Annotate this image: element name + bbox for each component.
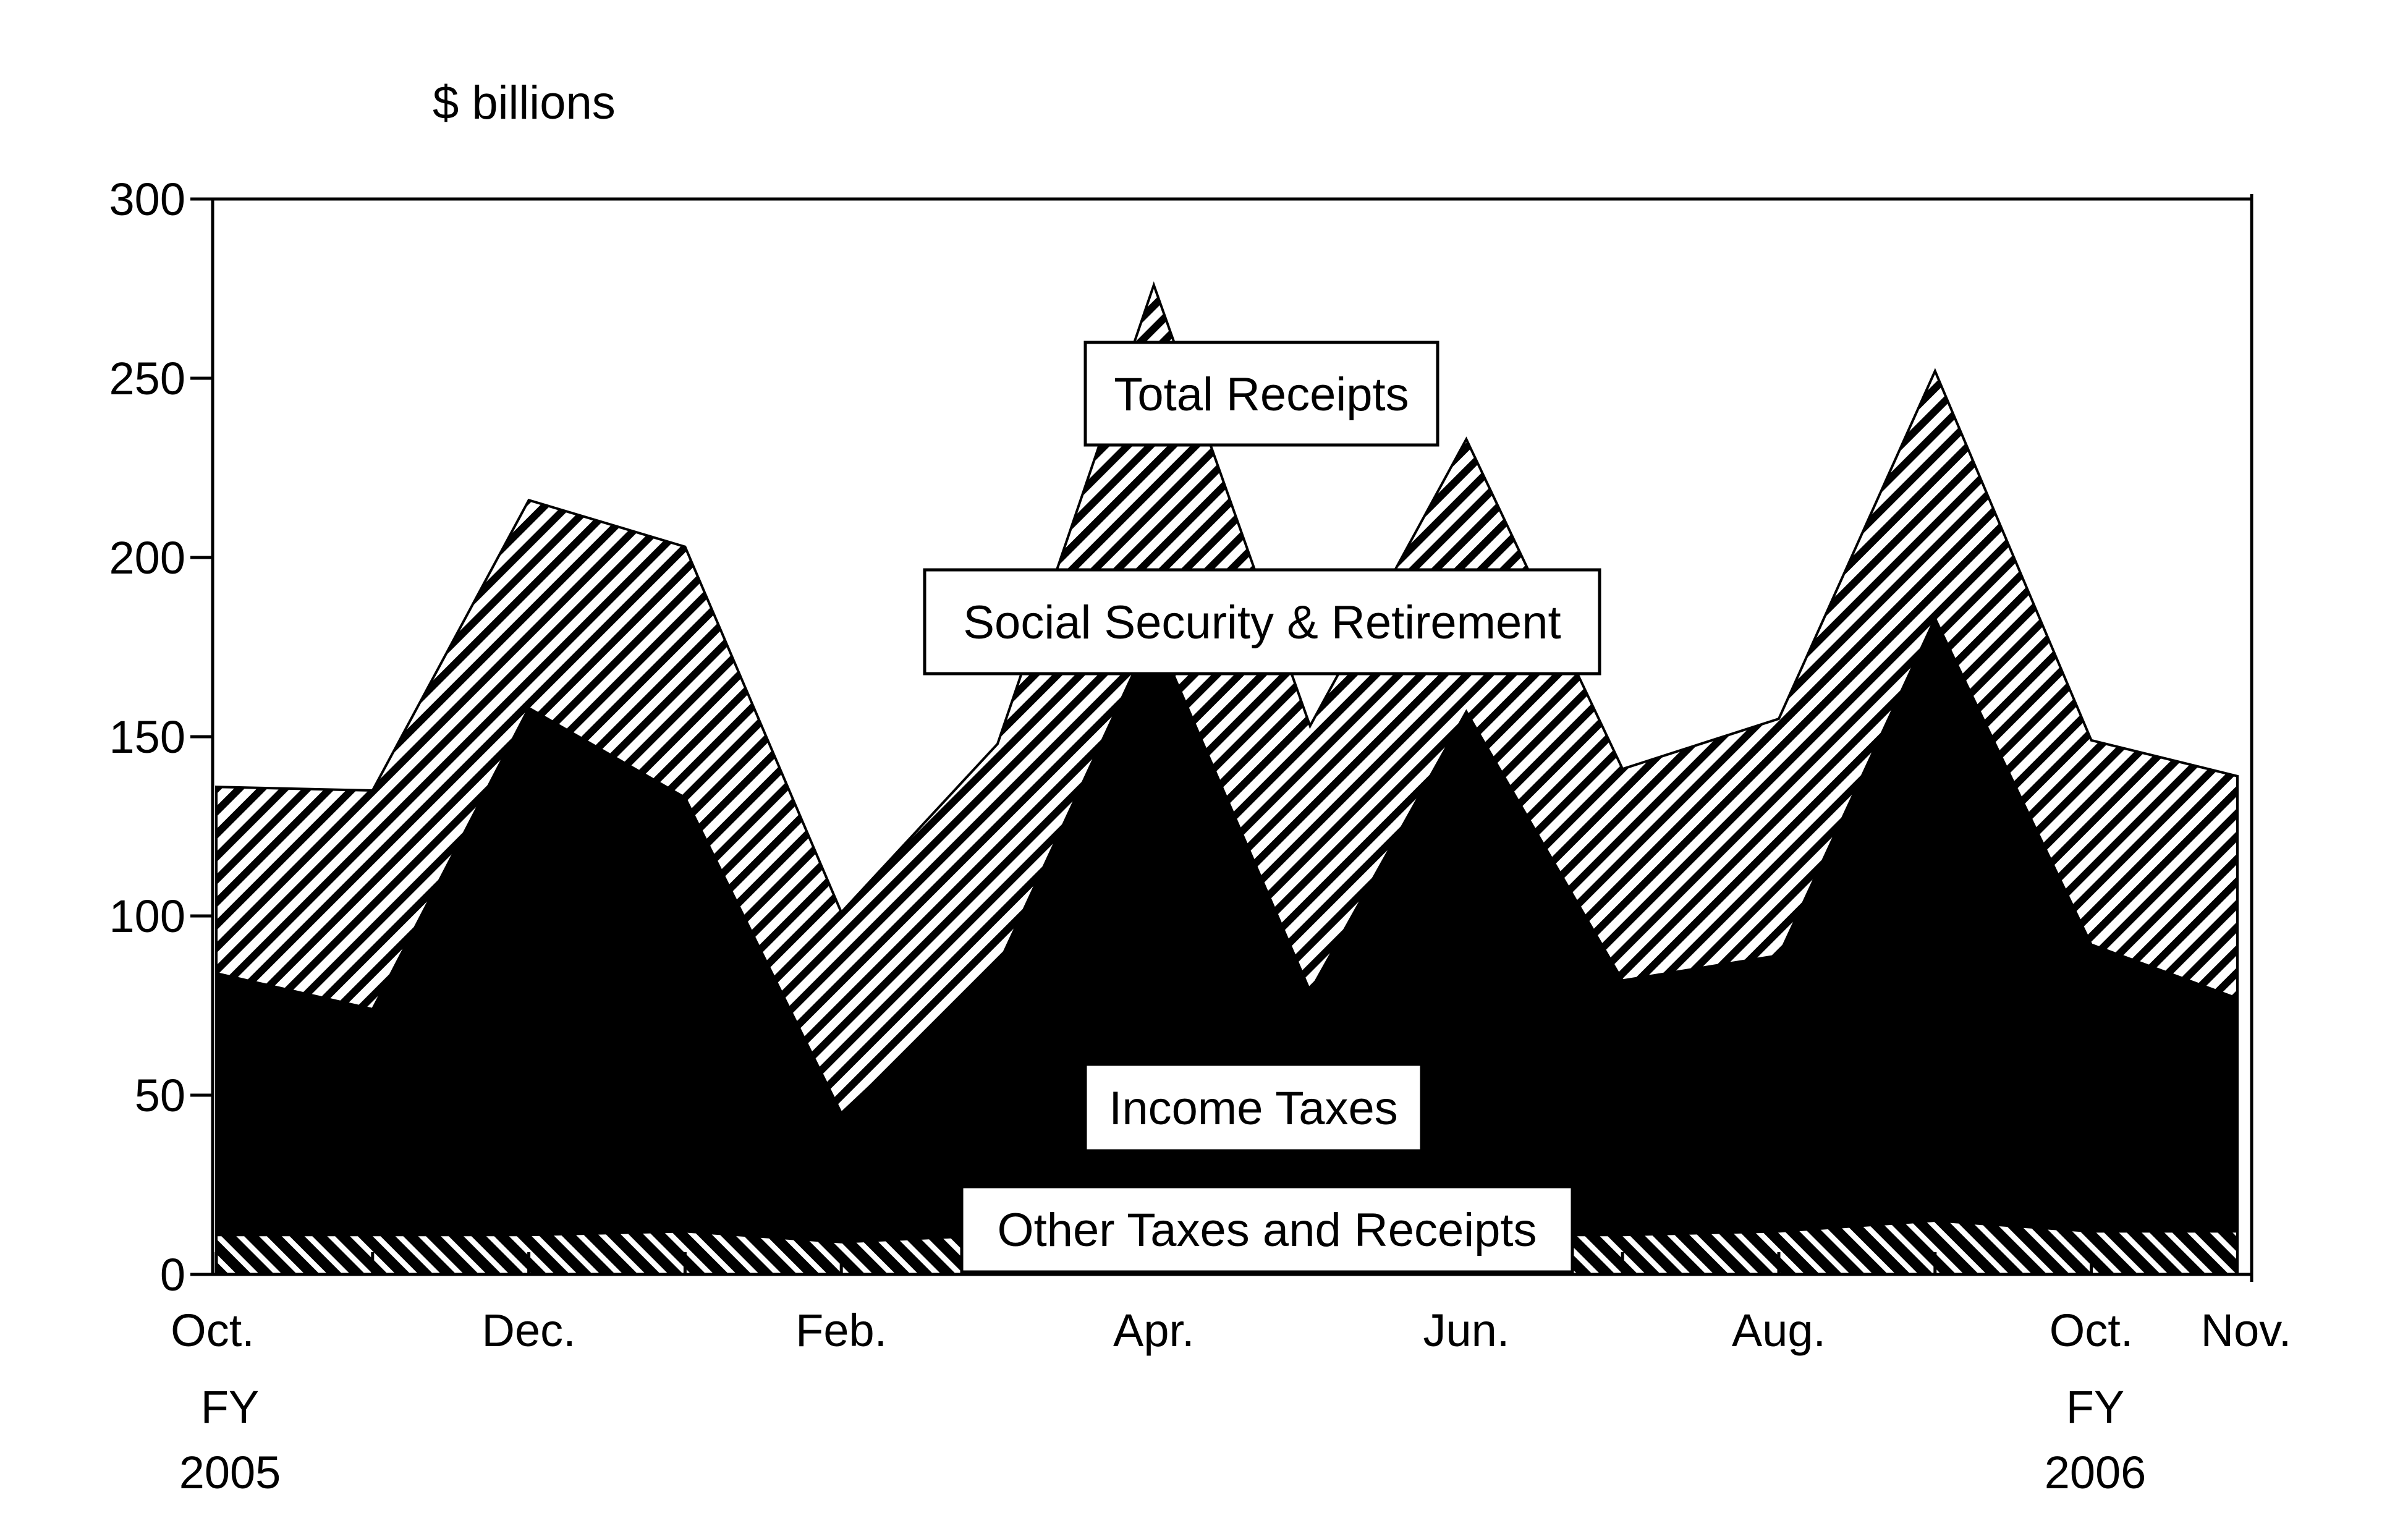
x-tick-label: Jun. [1423,1305,1509,1356]
annotation-income-taxes: Income Taxes [1083,1062,1423,1153]
annotation-social-security-retirement-box [923,568,1601,676]
x-tick-label: Aug. [1732,1305,1826,1356]
y-tick-label: 250 [109,353,185,404]
x-tick-label: Apr. [1113,1305,1195,1356]
y-tick-label: 50 [135,1070,185,1121]
annotation-total-receipts-label: Total Receipts [1114,368,1409,421]
annotation-other-taxes-and-receipts-label: Other Taxes and Receipts [997,1204,1537,1256]
annotation-income-taxes-label: Income Taxes [1109,1082,1398,1135]
x-tick-label: Oct. [2050,1305,2134,1356]
annotation-other-taxes-and-receipts-box [960,1185,1574,1274]
x-tick-label: Oct. [171,1305,255,1356]
y-tick-label: 150 [109,711,185,763]
annotation-total-receipts-box [1083,341,1439,447]
series-layer [215,281,2239,1276]
series-annotations: Total Receipts Social Security & Retireme… [923,341,1601,1274]
x-tick-label: Nov. [2201,1305,2292,1356]
y-tick-label: 300 [109,174,185,225]
fy-year-label: 2005 [179,1447,281,1498]
y-tick-label: 0 [160,1249,185,1300]
fiscal-year-labels: FY 2005 FY 2006 [179,1381,2147,1498]
annotation-other-taxes-and-receipts: Other Taxes and Receipts [960,1185,1574,1274]
area-income-taxes [215,615,2239,1276]
y-tick-label: 200 [109,532,185,583]
y-tick-label: 100 [109,891,185,942]
annotation-social-security-retirement: Social Security & Retirement [923,568,1601,676]
x-tick-label: Feb. [795,1305,887,1356]
annotation-income-taxes-box [1083,1062,1423,1153]
y-axis-title: $ billions [433,77,616,129]
fy-label: FY [201,1381,260,1433]
annotation-total-receipts: Total Receipts [1083,341,1439,447]
fy-year-label: 2006 [2045,1447,2147,1498]
annotation-social-security-retirement-label: Social Security & Retirement [963,596,1561,649]
y-axis: 0 50 100 150 200 250 300 [109,174,213,1300]
fy-label: FY [2066,1381,2125,1433]
x-tick-label: Dec. [482,1305,576,1356]
x-axis: Oct. Dec. Feb. Apr. Jun. Aug. Oct. Nov. [171,1252,2291,1356]
